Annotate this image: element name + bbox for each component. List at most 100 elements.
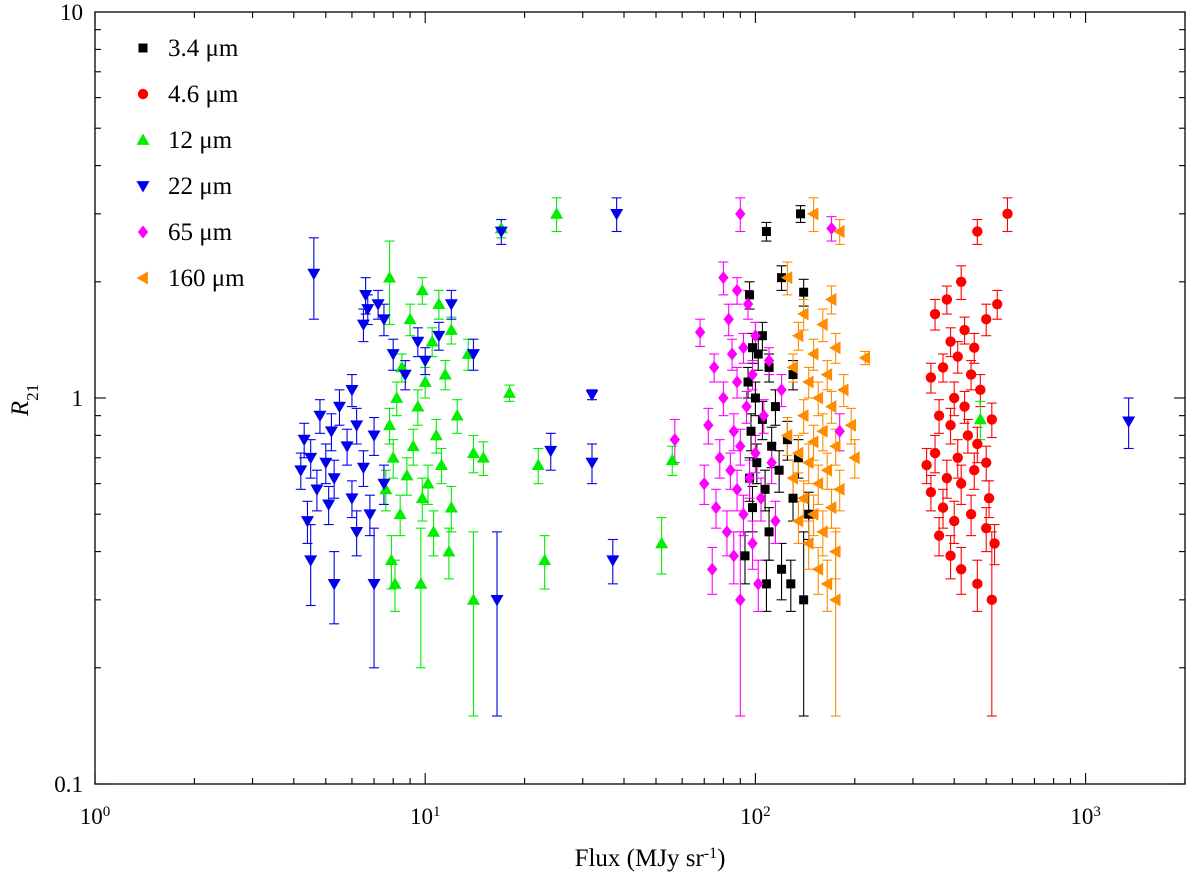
legend-marker-diamond (137, 225, 149, 239)
data-point-square-5 (757, 331, 767, 341)
data-point-triangle-down-36 (300, 516, 314, 528)
data-point-triangle-down-9 (356, 319, 370, 332)
legend-entry-diamond: 65 μm (137, 219, 233, 246)
y-axis-label: R21 (7, 384, 42, 417)
data-point-square-29 (786, 579, 796, 589)
data-point-diamond-30 (755, 491, 767, 505)
data-point-triangle-left-0 (807, 207, 819, 221)
legend-label: 12 μm (168, 127, 233, 154)
data-point-square-0 (796, 209, 806, 219)
data-point-triangle-up-17 (429, 428, 443, 441)
data-point-diamond-16 (741, 400, 752, 414)
data-point-triangle-left-8 (807, 347, 819, 361)
data-point-triangle-up-39 (973, 412, 987, 425)
data-point-triangle-down-23 (340, 441, 354, 453)
legend-marker-circle (137, 88, 149, 100)
data-point-triangle-down-33 (345, 493, 359, 505)
data-point-triangle-down-16 (345, 384, 359, 397)
legend-entry-triangle-down: 22 μm (136, 173, 233, 200)
data-point-square-21 (760, 484, 770, 494)
data-point-triangle-up-16 (383, 418, 397, 431)
data-point-circle-0 (1002, 208, 1013, 220)
data-point-triangle-left-24 (802, 456, 814, 470)
data-point-triangle-down-43 (1122, 416, 1136, 428)
data-point-diamond-31 (710, 501, 722, 515)
data-point-diamond-13 (731, 375, 743, 389)
data-point-triangle-up-32 (442, 545, 456, 557)
error-bar-triangle-up-38 (468, 531, 479, 717)
data-point-diamond-36 (728, 549, 739, 563)
data-point-triangle-up-13 (502, 386, 516, 398)
legend-entry-triangle-left: 160 μm (136, 265, 245, 292)
data-point-triangle-down-26 (319, 457, 333, 470)
error-bar-circle-40 (986, 531, 997, 717)
data-point-diamond-33 (770, 514, 781, 528)
data-point-circle-37 (945, 550, 956, 562)
y-tick-label: 0.1 (54, 772, 83, 797)
data-point-triangle-left-5 (816, 318, 828, 332)
data-point-circle-12 (965, 369, 977, 380)
data-point-triangle-left-18 (816, 424, 828, 438)
data-point-circle-14 (975, 384, 986, 396)
data-point-circle-3 (941, 294, 953, 305)
data-point-triangle-up-9 (395, 360, 409, 373)
data-point-triangle-left-29 (797, 491, 809, 505)
data-point-triangle-left-28 (833, 482, 845, 496)
data-point-triangle-left-31 (807, 507, 819, 521)
data-point-diamond-35 (747, 536, 758, 550)
data-point-triangle-left-27 (811, 477, 824, 491)
data-point-triangle-up-14 (411, 400, 425, 412)
data-point-circle-21 (972, 438, 983, 450)
data-point-triangle-down-34 (322, 499, 336, 511)
data-point-circle-34 (980, 522, 992, 534)
data-point-triangle-down-20 (324, 426, 338, 438)
data-point-circle-6 (980, 314, 992, 325)
error-bar-triangle-down-41 (369, 527, 380, 669)
data-point-triangle-left-14 (811, 391, 824, 405)
data-point-circle-7 (959, 324, 970, 336)
data-point-square-1 (761, 226, 771, 236)
data-point-diamond-9 (726, 347, 738, 361)
data-point-circle-4 (992, 298, 1003, 310)
data-point-circle-17 (933, 410, 945, 421)
data-point-diamond-17 (758, 409, 769, 423)
data-point-triangle-up-3 (415, 283, 429, 296)
data-point-triangle-up-7 (425, 335, 439, 347)
data-point-triangle-up-21 (434, 458, 448, 471)
data-point-diamond-5 (723, 312, 734, 326)
data-point-triangle-left-12 (802, 375, 814, 389)
data-point-triangle-up-29 (444, 501, 458, 513)
data-point-triangle-up-2 (383, 271, 397, 283)
data-point-triangle-up-23 (400, 468, 414, 481)
axes-layer: 100 101 102 103 0.1 1 10 (54, 0, 1186, 829)
data-point-triangle-up-19 (466, 446, 480, 458)
data-point-triangle-up-0 (550, 207, 564, 219)
data-point-square-12 (770, 402, 780, 412)
data-point-circle-5 (929, 308, 941, 320)
x-tick-label: 103 (1070, 804, 1101, 829)
data-point-triangle-left-26 (786, 471, 798, 485)
data-point-square-23 (748, 503, 758, 513)
data-point-triangle-down-5 (361, 304, 375, 316)
data-point-circle-25 (921, 459, 932, 471)
data-point-triangle-down-30 (327, 473, 341, 485)
x-tick-label: 101 (410, 804, 441, 829)
data-point-triangle-down-24 (544, 445, 558, 458)
data-point-triangle-down-4 (371, 299, 385, 311)
data-point-triangle-up-34 (538, 553, 552, 566)
data-point-triangle-left-38 (829, 593, 841, 607)
error-bar-triangle-up-2 (384, 240, 395, 326)
data-point-circle-28 (955, 478, 967, 489)
data-point-triangle-up-24 (421, 477, 435, 489)
data-point-triangle-up-25 (476, 451, 490, 463)
data-point-triangle-down-42 (490, 594, 504, 607)
data-point-triangle-up-26 (665, 453, 679, 466)
data-point-square-14 (746, 426, 756, 436)
data-points-layer (294, 207, 1136, 607)
data-point-diamond-19 (728, 424, 739, 438)
data-point-circle-26 (969, 465, 980, 476)
data-point-circle-11 (937, 362, 949, 373)
data-point-square-17 (793, 453, 803, 463)
data-point-triangle-left-32 (791, 514, 804, 528)
data-point-circle-2 (955, 276, 967, 288)
